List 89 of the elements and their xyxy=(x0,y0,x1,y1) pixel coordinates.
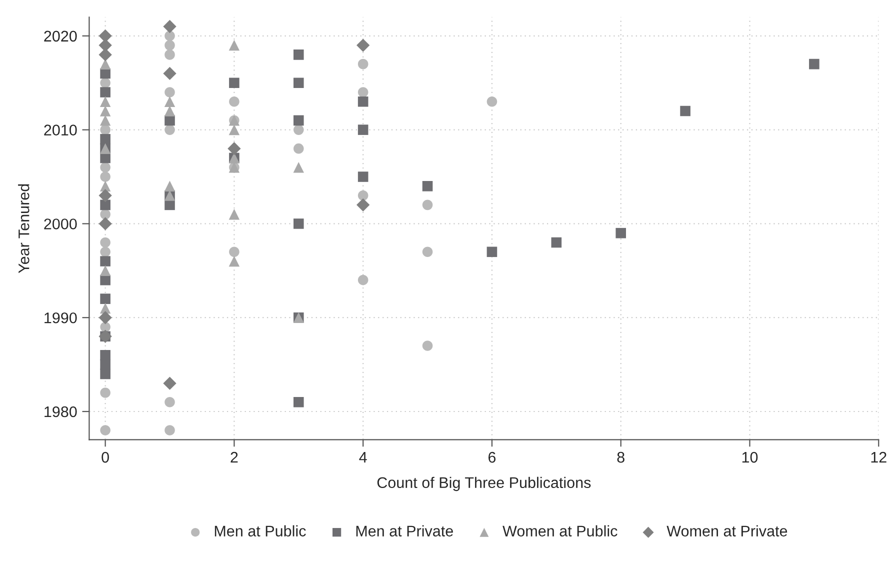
point xyxy=(163,20,176,34)
point xyxy=(486,246,498,258)
x-tick-label: 10 xyxy=(742,452,758,463)
point xyxy=(293,162,304,173)
x-tick-label: 0 xyxy=(102,452,109,463)
point xyxy=(98,311,112,324)
point xyxy=(100,294,110,304)
point xyxy=(100,256,110,266)
point xyxy=(293,115,304,126)
y-tick-label: 1980 xyxy=(44,406,77,418)
point xyxy=(100,237,110,248)
point xyxy=(486,96,498,107)
point xyxy=(616,228,626,238)
point xyxy=(164,30,175,42)
point xyxy=(358,172,368,182)
point xyxy=(809,58,820,70)
point xyxy=(228,40,240,51)
point xyxy=(293,78,304,88)
point xyxy=(100,106,111,116)
point xyxy=(164,124,175,135)
legend-label: Men at Public xyxy=(214,525,306,536)
point xyxy=(100,246,110,258)
point xyxy=(228,256,240,267)
x-tick-label: 12 xyxy=(871,452,886,463)
point xyxy=(100,162,110,173)
point xyxy=(98,188,112,202)
point xyxy=(358,274,368,286)
point xyxy=(358,58,368,70)
y-tick-label: 2020 xyxy=(44,30,77,42)
point xyxy=(293,50,304,60)
y-tick-label: 2000 xyxy=(44,218,77,230)
point xyxy=(164,106,176,116)
x-tick-label: 2 xyxy=(230,452,238,463)
point xyxy=(164,96,176,108)
point xyxy=(358,124,368,135)
point xyxy=(100,265,111,276)
point xyxy=(163,66,176,80)
y-tick-label: 2010 xyxy=(44,124,77,136)
point xyxy=(293,218,304,229)
x-tick-label: 8 xyxy=(617,452,624,463)
point xyxy=(228,208,240,220)
point xyxy=(164,50,175,60)
point xyxy=(164,396,175,408)
x-axis-title: Count of Big Three Publications xyxy=(377,476,591,492)
legend-label: Men at Private xyxy=(356,525,453,536)
point xyxy=(551,237,562,248)
point xyxy=(422,200,433,210)
point xyxy=(358,190,368,201)
point xyxy=(164,40,175,50)
point xyxy=(293,396,304,408)
point xyxy=(100,388,110,398)
point xyxy=(100,87,110,98)
point xyxy=(100,350,110,360)
point xyxy=(228,142,241,156)
point xyxy=(229,78,240,88)
point xyxy=(358,96,368,107)
point xyxy=(358,87,368,98)
point xyxy=(98,217,112,230)
legend-label: Women at Public xyxy=(502,525,618,536)
point xyxy=(229,96,240,107)
legend-label: Women at Private xyxy=(666,525,788,536)
x-tick-label: 6 xyxy=(488,452,496,463)
point xyxy=(100,359,110,370)
point xyxy=(98,48,112,62)
point xyxy=(100,425,110,436)
point xyxy=(293,124,304,135)
point xyxy=(680,106,690,116)
point xyxy=(229,246,240,258)
point xyxy=(98,38,112,52)
point xyxy=(228,124,240,136)
point xyxy=(100,368,110,380)
point xyxy=(356,198,370,212)
point xyxy=(164,425,175,436)
y-axis-title: Year Tenured xyxy=(18,184,30,274)
point xyxy=(100,115,111,126)
point xyxy=(422,180,433,192)
point xyxy=(100,200,110,210)
point xyxy=(164,87,175,98)
point xyxy=(100,96,111,108)
x-tick-label: 4 xyxy=(359,452,367,463)
point xyxy=(356,38,370,52)
point xyxy=(422,246,433,258)
point xyxy=(163,376,176,390)
point xyxy=(100,172,110,182)
y-tick-label: 1990 xyxy=(44,312,77,324)
point xyxy=(100,134,110,144)
point xyxy=(164,180,176,192)
point xyxy=(293,143,304,154)
point xyxy=(422,340,433,351)
